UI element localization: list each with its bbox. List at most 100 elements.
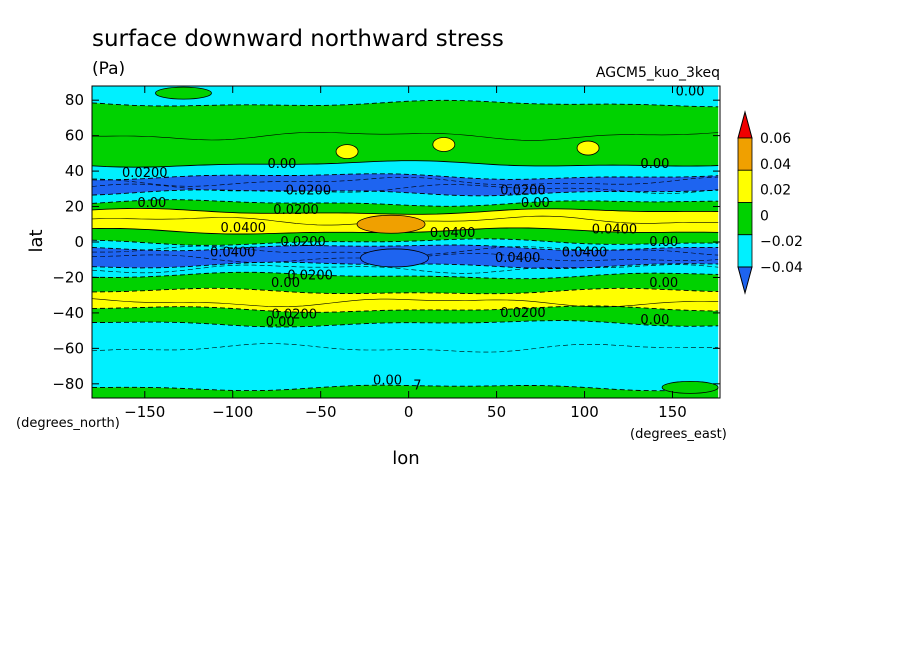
- contour-feature: [335, 144, 359, 159]
- contour-label: 0.0200: [500, 184, 546, 199]
- chart-title: surface downward northward stress: [92, 26, 504, 52]
- y-axis-label: lat: [26, 229, 47, 252]
- x-tick-label: 100: [570, 403, 599, 421]
- contour-label: 0.0400: [562, 246, 608, 261]
- contour-label: 0.00: [137, 196, 166, 211]
- contour-line: [92, 238, 719, 246]
- contour-line: [92, 189, 719, 197]
- y-tick-label: 0: [74, 233, 84, 251]
- colorbar-box: [737, 202, 753, 236]
- contour-label: 0.00: [521, 196, 550, 211]
- contour-line: [92, 384, 719, 392]
- y-tick-label: 80: [65, 91, 84, 109]
- contour-label: 0.0400: [495, 251, 541, 266]
- contour-label: 0.0200: [500, 306, 546, 321]
- lat-band: [92, 227, 719, 246]
- contour-label: 0.0400: [430, 226, 476, 241]
- contour-line: [92, 173, 719, 181]
- colorbar-label: 0: [760, 208, 769, 224]
- contour-line: [92, 264, 719, 274]
- contour-label: 0.00: [266, 315, 295, 330]
- x-tick-label: 150: [658, 403, 687, 421]
- colorbar-box: [737, 169, 753, 203]
- y-tick-label: −40: [52, 304, 84, 322]
- colorbar: −0.04 −0.02 0 0.02 0.04 0.06: [737, 110, 803, 295]
- contour-feature: [661, 380, 719, 394]
- x-axis-label: lon: [392, 448, 419, 469]
- x-tick-label: −150: [124, 403, 165, 421]
- contour-line: [92, 287, 719, 295]
- axes: −150 −100 −50 0 50 100 150 −80 −60 −40 −20 0 20 40 60 8…: [52, 85, 721, 421]
- contour-label: 0.0400: [210, 246, 256, 261]
- lat-band: [92, 262, 719, 279]
- contour-line: [92, 320, 719, 328]
- contour-label: 0.0200: [273, 203, 319, 218]
- y-tick-label: −80: [52, 375, 84, 393]
- contour-label: 7: [413, 379, 421, 394]
- colorbar-label: 0.04: [760, 157, 791, 173]
- contour-line: [92, 160, 719, 168]
- lat-band: [92, 288, 719, 313]
- contour-line: [92, 99, 719, 108]
- contour-line: [92, 199, 719, 207]
- contour-line: [92, 176, 719, 187]
- x-tick-label: −50: [305, 403, 337, 421]
- y-tick-label: −20: [52, 268, 84, 286]
- y-tick-label: −60: [52, 339, 84, 357]
- x-tick-label: −100: [212, 403, 253, 421]
- lat-band: [92, 385, 719, 398]
- contour-feature: [432, 137, 456, 152]
- contour-label: 0.00: [676, 84, 705, 99]
- contour-line: [92, 271, 719, 280]
- contour-line: [92, 132, 719, 141]
- lat-band: [92, 320, 719, 391]
- lat-band: [92, 199, 719, 215]
- colorbar-label: −0.02: [760, 234, 803, 250]
- x-unit-label: (degrees_east): [630, 427, 727, 442]
- contour-label: 0.00: [649, 235, 678, 250]
- lat-band: [92, 272, 719, 294]
- contour-feature: [155, 86, 212, 100]
- contour-line: [92, 207, 719, 215]
- colorbar-box: [737, 234, 753, 268]
- contour-line: [92, 298, 719, 308]
- contour-label: 0.00: [640, 313, 669, 328]
- model-label: AGCM5_kuo_3keq: [596, 65, 720, 81]
- colorbar-label: 0.06: [760, 131, 791, 147]
- colorbar-box: [737, 137, 753, 171]
- contour-label: 0.00: [640, 157, 669, 172]
- y-unit-label: (degrees_north): [16, 416, 120, 431]
- contour-label: 0.0200: [122, 166, 168, 181]
- lat-band: [92, 305, 719, 327]
- contour-line: [92, 183, 719, 194]
- y-tick-label: 60: [65, 127, 84, 145]
- contour-label: 0.0200: [280, 235, 326, 250]
- plot-area: [92, 86, 719, 398]
- colorbar-arrow-bottom: [737, 266, 753, 295]
- contour-label: 0.0200: [286, 184, 332, 199]
- contour-label: 0.0200: [272, 308, 318, 323]
- contour-label: 0.0200: [287, 269, 333, 284]
- colorbar-arrow-top: [737, 110, 753, 139]
- contour-label: 0.00: [649, 276, 678, 291]
- x-tick-label: 50: [487, 403, 506, 421]
- contour-label: 0.00: [268, 157, 297, 172]
- contour-feature: [360, 248, 429, 268]
- units-label: (Pa): [92, 59, 125, 79]
- y-tick-label: 20: [65, 198, 84, 216]
- contour-label: 0.00: [271, 276, 300, 291]
- colorbar-label: 0.02: [760, 183, 791, 199]
- contour-label: 0.0400: [221, 221, 267, 236]
- lat-band: [92, 238, 719, 251]
- y-tick-label: 40: [65, 162, 84, 180]
- contour-line: [92, 343, 719, 353]
- colorbar-label: −0.04: [760, 260, 803, 276]
- contour-feature: [356, 214, 426, 234]
- lat-band: [92, 86, 719, 107]
- contour-label: 0.00: [373, 373, 402, 388]
- contour-feature: [576, 140, 600, 156]
- x-tick-label: 0: [404, 403, 414, 421]
- contour-label: 0.0400: [592, 223, 638, 238]
